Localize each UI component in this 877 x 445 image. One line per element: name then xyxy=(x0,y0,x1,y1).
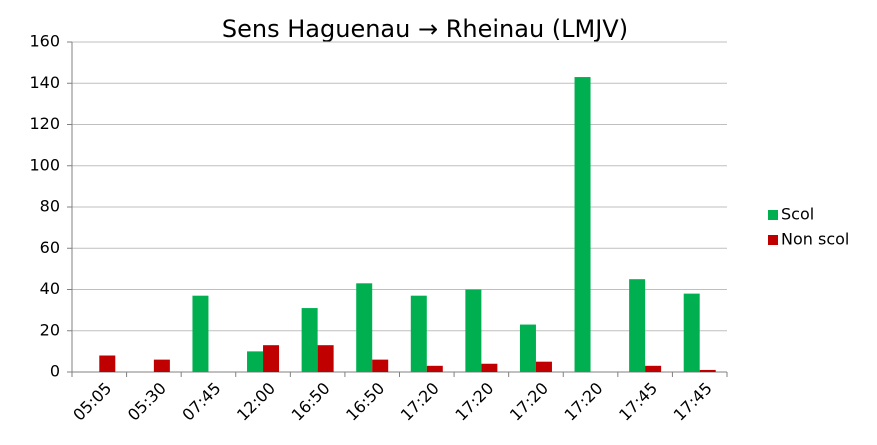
bar xyxy=(683,293,700,372)
bar xyxy=(356,283,373,372)
x-tick-label: 12:00 xyxy=(233,379,279,425)
bar xyxy=(153,359,170,372)
bar xyxy=(629,279,646,372)
y-tick-label: 160 xyxy=(29,32,60,51)
legend-swatch xyxy=(768,235,778,245)
x-tick-label: 17:20 xyxy=(506,379,552,425)
y-tick-label: 120 xyxy=(29,114,60,133)
x-tick-label: 05:30 xyxy=(124,379,170,425)
bar xyxy=(535,361,552,372)
legend-label: Non scol xyxy=(781,230,849,249)
bar xyxy=(192,295,209,372)
bar xyxy=(247,351,264,372)
x-tick-label: 17:45 xyxy=(670,379,716,425)
y-tick-label: 60 xyxy=(40,238,60,257)
y-tick-label: 140 xyxy=(29,73,60,92)
bar xyxy=(317,345,334,372)
y-tick-label: 20 xyxy=(40,320,60,339)
bar xyxy=(465,289,482,372)
x-tick-label: 05:05 xyxy=(69,379,115,425)
bar xyxy=(410,295,427,372)
x-tick-label: 07:45 xyxy=(178,379,224,425)
bar xyxy=(699,369,716,372)
x-tick-label: 17:20 xyxy=(451,379,497,425)
bar xyxy=(301,308,318,372)
x-tick-label: 17:20 xyxy=(561,379,607,425)
x-tick-label: 17:45 xyxy=(615,379,661,425)
bar xyxy=(481,363,498,372)
x-tick-label: 16:50 xyxy=(288,379,334,425)
x-tick-label: 17:20 xyxy=(397,379,443,425)
x-tick-label: 16:50 xyxy=(342,379,388,425)
bar xyxy=(519,324,536,372)
y-tick-label: 100 xyxy=(29,155,60,174)
bar xyxy=(574,77,591,372)
legend-swatch xyxy=(768,210,778,220)
bar xyxy=(263,345,280,372)
y-tick-label: 40 xyxy=(40,279,60,298)
bar xyxy=(645,365,662,372)
legend-label: Scol xyxy=(781,205,814,224)
chart-title: Sens Haguenau → Rheinau (LMJV) xyxy=(222,15,628,43)
bar xyxy=(372,359,389,372)
bar xyxy=(426,365,443,372)
bar xyxy=(99,355,116,372)
y-tick-label: 0 xyxy=(50,362,60,381)
y-tick-label: 80 xyxy=(40,197,60,216)
